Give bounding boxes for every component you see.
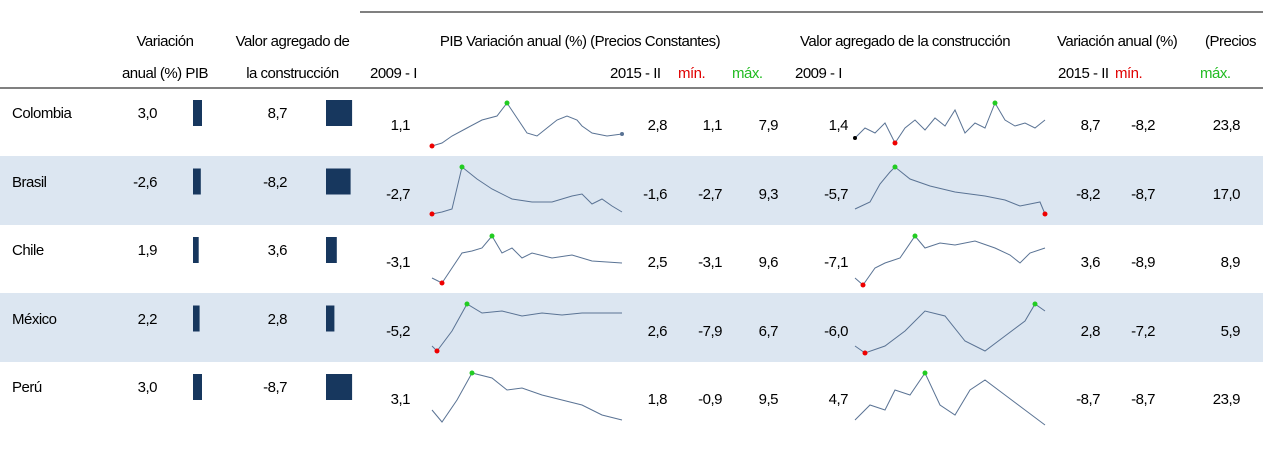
column-header: máx.: [732, 65, 763, 82]
cell-value: -2,7: [698, 185, 722, 203]
cell-value: 3,0: [137, 379, 158, 396]
cell-value: 1,4: [828, 117, 849, 134]
cell-value: -2,7: [386, 185, 410, 203]
country-name: Perú: [12, 379, 42, 396]
column-header: 2015 - II: [610, 65, 661, 82]
cell-value: -8,2: [1076, 185, 1100, 203]
column-header: Valor agregado de la construcción: [800, 33, 1011, 50]
cell-value: 3,6: [1080, 254, 1101, 271]
cell-value: 17,0: [1212, 185, 1241, 203]
cell-value: 2,2: [137, 310, 158, 328]
value-bar: [326, 305, 335, 332]
cell-value: 1,8: [647, 391, 668, 408]
cell-value: 3,0: [137, 105, 158, 122]
cell-value: 3,6: [267, 242, 288, 259]
cell-value: 2,8: [1080, 322, 1101, 340]
column-header: mín.: [1115, 65, 1143, 82]
cell-value: -3,1: [386, 254, 410, 271]
cell-value: 9,6: [758, 254, 779, 271]
cell-value: -6,0: [824, 322, 848, 340]
cell-value: 8,7: [1080, 117, 1101, 134]
cell-value: 23,9: [1212, 391, 1241, 408]
column-header: Variación anual (%): [1057, 33, 1178, 50]
column-header: la construcción: [246, 65, 339, 82]
cell-value: 1,1: [390, 117, 411, 134]
cell-value: 9,3: [758, 185, 779, 203]
cell-value: 7,9: [758, 117, 779, 134]
cell-value: 9,5: [758, 391, 779, 408]
cell-value: 5,9: [1220, 322, 1241, 340]
country-name: Chile: [12, 242, 44, 259]
cell-value: -8,2: [263, 173, 287, 191]
sparklines: [429, 100, 1048, 426]
cell-value: -1,6: [643, 185, 667, 203]
value-bar: [193, 305, 200, 332]
column-header: 2015 - II: [1058, 65, 1109, 82]
column-header: PIB Variación anual (%) (Precios Constan…: [439, 33, 721, 50]
cell-value: -5,7: [824, 185, 848, 203]
value-bar: [326, 168, 351, 195]
column-header: (Precios: [1205, 33, 1257, 50]
column-header: Valor agregado de: [235, 33, 350, 50]
cell-value: 3,1: [390, 391, 411, 408]
column-header: anual (%) PIB: [121, 65, 209, 82]
value-bar: [326, 374, 353, 400]
row-shade: [0, 293, 1263, 362]
cell-value: -7,1: [824, 254, 848, 271]
value-bar: [193, 168, 201, 195]
cell-value: 2,5: [647, 254, 668, 271]
cell-value: 2,8: [267, 310, 288, 328]
cell-value: -3,1: [698, 254, 722, 271]
value-bar: [326, 100, 353, 126]
value-bar: [193, 100, 202, 126]
cell-value: -2,6: [133, 173, 157, 191]
cell-value: 1,1: [702, 117, 723, 134]
cell-value: 6,7: [758, 322, 779, 340]
row-shade: [0, 156, 1263, 225]
column-header: 2009 - I: [370, 65, 417, 82]
cell-value: -8,7: [1131, 391, 1155, 408]
cell-value: 2,8: [647, 117, 668, 134]
cell-value: -8,7: [1131, 185, 1155, 203]
value-bar: [193, 374, 202, 400]
cell-value: -7,9: [698, 322, 722, 340]
cell-value: -8,7: [263, 379, 287, 396]
cell-value: 8,9: [1220, 254, 1241, 271]
value-bar: [193, 237, 199, 263]
country-name: Brasil: [12, 173, 47, 191]
column-header: Variación: [136, 33, 194, 50]
cell-value: -5,2: [386, 322, 410, 340]
cell-value: 8,7: [267, 105, 288, 122]
column-header: máx.: [1200, 65, 1231, 82]
cell-value: 23,8: [1212, 117, 1241, 134]
cell-value: 2,6: [647, 322, 668, 340]
cell-value: 4,7: [828, 391, 849, 408]
cell-value: 1,9: [137, 242, 158, 259]
cell-value: -8,2: [1131, 117, 1155, 134]
country-name: México: [12, 310, 57, 328]
cell-value: -8,9: [1131, 254, 1155, 271]
cell-value: -7,2: [1131, 322, 1155, 340]
column-header: 2009 - I: [795, 65, 842, 82]
cell-value: -8,7: [1076, 391, 1100, 408]
country-name: Colombia: [12, 105, 72, 122]
column-header: mín.: [678, 65, 706, 82]
value-bar: [326, 237, 337, 263]
cell-value: -0,9: [698, 391, 722, 408]
